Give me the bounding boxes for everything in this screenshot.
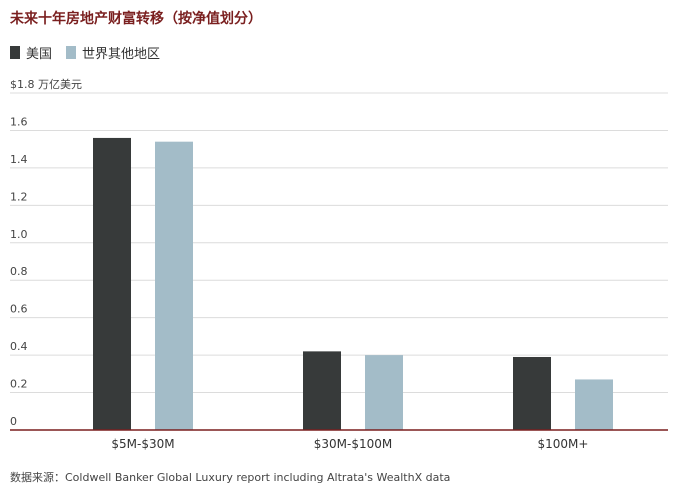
y-tick-label: 1.6 [10, 115, 28, 128]
y-tick-label: 1.4 [10, 153, 28, 166]
bar [575, 379, 613, 430]
y-tick-label: 0 [10, 415, 17, 428]
source-note: 数据来源：Coldwell Banker Global Luxury repor… [10, 471, 451, 484]
legend-swatch-rest-of-world [66, 46, 77, 59]
bar [303, 351, 341, 430]
legend-item-us: 美国 [10, 43, 52, 62]
bar [365, 355, 403, 430]
y-tick-label: 0.4 [10, 340, 28, 353]
x-tick-label: $100M+ [538, 437, 589, 451]
legend-label-rest-of-world: 世界其他地区 [82, 47, 161, 62]
bar [513, 356, 551, 430]
y-tick-label: 0.2 [10, 378, 28, 391]
y-tick-label: $1.8 万亿美元 [10, 78, 82, 91]
y-tick-label: 1.0 [10, 228, 28, 241]
y-tick-label: 1.2 [10, 190, 28, 203]
chart-title: 未来十年房地产财富转移（按净值划分） [10, 11, 262, 27]
legend-swatch-us [10, 46, 20, 59]
legend-item-rest-of-world: 世界其他地区 [66, 43, 160, 62]
bar [155, 141, 193, 430]
legend-label-us: 美国 [26, 47, 53, 62]
x-tick-label: $5M-$30M [111, 437, 174, 451]
y-tick-label: 0.8 [10, 265, 28, 278]
x-tick-label: $30M-$100M [314, 437, 392, 451]
legend: 美国 世界其他地区 [10, 43, 174, 62]
bar [93, 137, 131, 430]
y-tick-label: 0.6 [10, 303, 28, 316]
